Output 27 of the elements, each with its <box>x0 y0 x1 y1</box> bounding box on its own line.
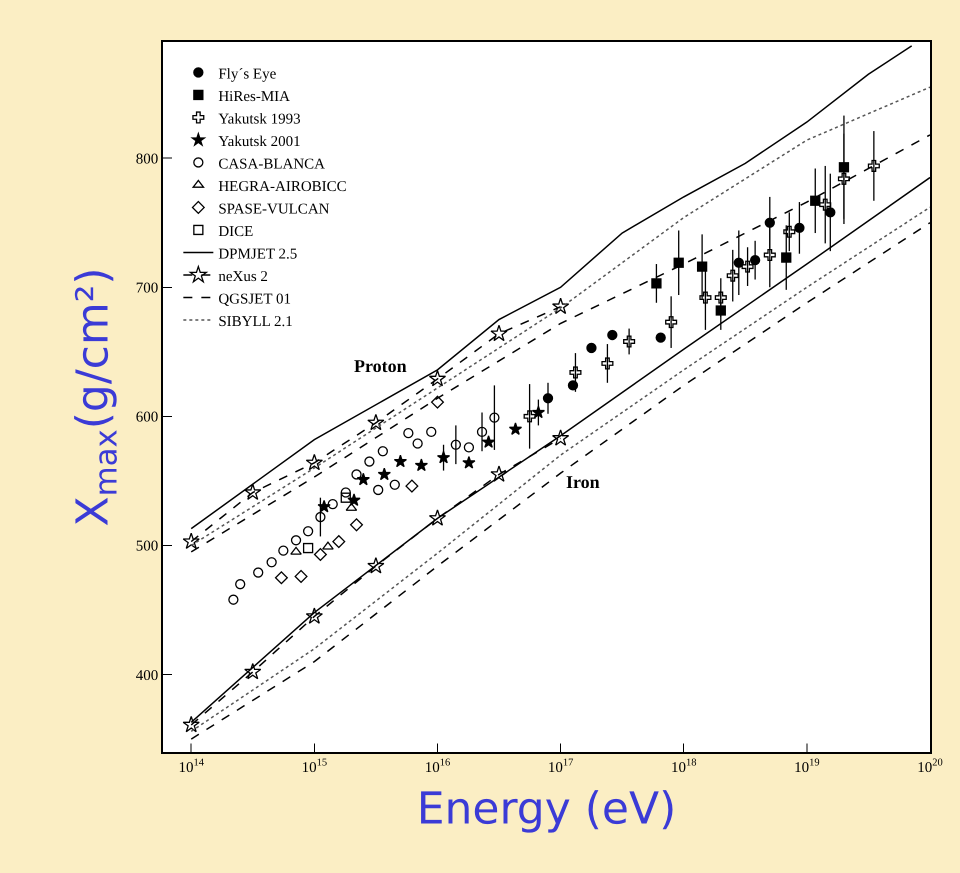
annotation: Proton <box>354 356 407 376</box>
x-tick-label: 10$^{19}$ <box>794 757 820 776</box>
y-tick-label: 600 <box>136 410 158 426</box>
y-tick-label: 500 <box>136 538 158 555</box>
legend-label: Yakutsk 2001 <box>218 134 301 150</box>
legend-label: QGSJET 01 <box>218 291 291 308</box>
annotation: Iron <box>566 472 600 492</box>
x-tick-label: 10$^{18}$ <box>670 757 696 776</box>
legend-label: DPMJET 2.5 <box>218 246 298 262</box>
legend-label: SPASE-VULCAN <box>218 201 330 218</box>
x-tick-label: 10$^{14}$ <box>178 757 205 776</box>
x-tick-label: 10$^{17}$ <box>548 757 574 776</box>
y-tick-label: 800 <box>136 151 158 168</box>
legend-label: HEGRA-AIROBICC <box>218 178 347 195</box>
legend-label: Yakutsk 1993 <box>218 111 301 128</box>
legend-label: CASA-BLANCA <box>218 156 326 172</box>
x-axis-title: Energy (eV) <box>416 784 676 835</box>
legend-label: neXus 2 <box>218 268 268 285</box>
legend-label: SIBYLL 2.1 <box>218 314 293 330</box>
x-tick-label: 10$^{15}$ <box>302 757 328 776</box>
y-tick-label: 700 <box>136 280 158 297</box>
legend-label: Fly´s Eye <box>218 66 277 82</box>
x-tick-label: 10$^{16}$ <box>424 757 450 776</box>
y-tick-label: 400 <box>136 668 158 684</box>
legend-label: HiRes-MIA <box>218 88 290 105</box>
legend-label: DICE <box>218 224 254 240</box>
x-tick-label: 10$^{20}$ <box>917 757 943 776</box>
